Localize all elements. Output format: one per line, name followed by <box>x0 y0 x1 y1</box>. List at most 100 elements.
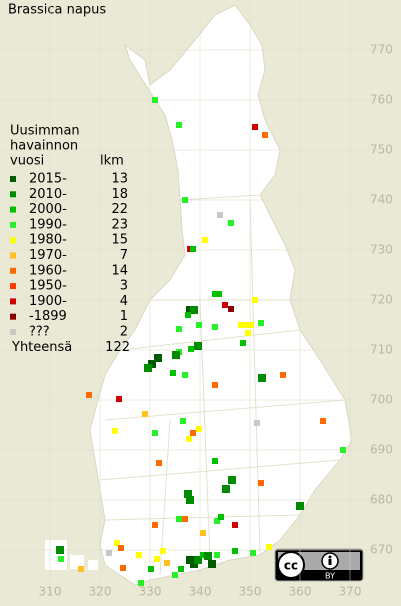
observation <box>254 420 260 426</box>
observation <box>172 351 180 359</box>
observation <box>252 124 258 130</box>
observation <box>248 322 254 328</box>
legend-swatch <box>10 267 16 274</box>
y-axis-label: 700 <box>370 393 393 407</box>
observation <box>245 330 251 336</box>
legend-swatch <box>10 329 16 335</box>
observation <box>144 364 152 372</box>
y-axis-label: 760 <box>370 93 393 107</box>
observation <box>240 340 246 346</box>
observation <box>212 291 218 297</box>
observation <box>184 490 192 498</box>
observation <box>186 436 192 442</box>
observation <box>116 396 122 402</box>
observation <box>222 485 230 493</box>
legend-label: 1900- <box>29 294 67 309</box>
legend-count: 22 <box>111 202 128 217</box>
observation <box>136 552 142 558</box>
observation <box>156 460 162 466</box>
legend-heading: Uusimman <box>10 124 80 139</box>
observation <box>152 97 158 103</box>
legend-count: 2 <box>120 325 128 340</box>
legend-count: 3 <box>120 279 128 294</box>
observation <box>204 552 212 560</box>
observation <box>258 320 264 326</box>
observation <box>148 566 154 572</box>
y-axis-label: 750 <box>370 143 393 157</box>
observation <box>190 246 196 252</box>
observation <box>154 556 160 562</box>
observation <box>170 370 176 376</box>
y-axis-label: 690 <box>370 443 393 457</box>
observation <box>190 430 196 436</box>
observation <box>200 530 206 536</box>
observation <box>188 346 194 352</box>
observation <box>194 556 202 564</box>
observation <box>262 132 268 138</box>
observation <box>185 312 191 318</box>
observation <box>120 565 126 571</box>
observation <box>243 322 249 328</box>
legend-label: 2000- <box>29 202 67 217</box>
legend-swatch <box>10 313 16 320</box>
observation <box>228 476 236 484</box>
x-axis-label: 320 <box>89 585 112 599</box>
legend-label: 2015- <box>29 172 67 187</box>
observation <box>194 342 202 350</box>
license: BY <box>325 572 335 581</box>
observation <box>212 324 218 330</box>
observation <box>160 548 166 554</box>
title: Brassica napus <box>8 3 106 18</box>
observation <box>208 560 216 568</box>
observation <box>152 522 158 528</box>
total-count: 122 <box>105 340 130 355</box>
cc-badge: cc BY <box>274 548 364 582</box>
x-axis-label: 370 <box>339 585 362 599</box>
legend-swatch <box>10 252 16 259</box>
observation <box>164 560 170 566</box>
legend-label: 1980- <box>29 233 67 248</box>
observation <box>182 516 188 522</box>
legend-heading: havainnon <box>10 139 78 154</box>
observation <box>214 552 220 558</box>
observation <box>58 556 64 562</box>
x-axis-label: 340 <box>189 585 212 599</box>
observation <box>86 392 92 398</box>
observation <box>232 548 238 554</box>
observation <box>212 382 218 388</box>
y-axis-label: 670 <box>370 543 393 557</box>
observation <box>154 354 162 362</box>
observation <box>258 374 266 382</box>
svg-text:cc: cc <box>284 559 298 573</box>
legend-swatch <box>10 298 16 305</box>
observation <box>217 212 223 218</box>
legend-swatch <box>10 237 16 244</box>
observation <box>258 480 264 486</box>
legend-swatch <box>10 206 16 213</box>
legend-label: 2010- <box>29 187 67 202</box>
observation <box>222 302 228 308</box>
legend-swatch <box>10 221 16 228</box>
observation <box>280 372 286 378</box>
observation <box>114 540 120 546</box>
observation <box>138 580 144 586</box>
x-axis-label: 310 <box>39 585 62 599</box>
observation <box>252 297 258 303</box>
x-axis-label: 350 <box>239 585 262 599</box>
observation <box>118 545 124 551</box>
observation <box>340 447 346 453</box>
observation <box>228 306 234 312</box>
total-label: Yhteensä <box>11 340 72 355</box>
observation <box>178 566 184 572</box>
legend-count: 1 <box>120 309 128 324</box>
y-axis-label: 730 <box>370 243 393 257</box>
legend-swatch <box>10 176 16 182</box>
observation <box>152 430 158 436</box>
legend-swatch <box>10 283 16 290</box>
observation <box>56 546 64 554</box>
observation <box>250 550 256 556</box>
observation <box>186 496 194 504</box>
observation <box>176 326 182 332</box>
observation <box>232 522 238 528</box>
observation <box>202 237 208 243</box>
